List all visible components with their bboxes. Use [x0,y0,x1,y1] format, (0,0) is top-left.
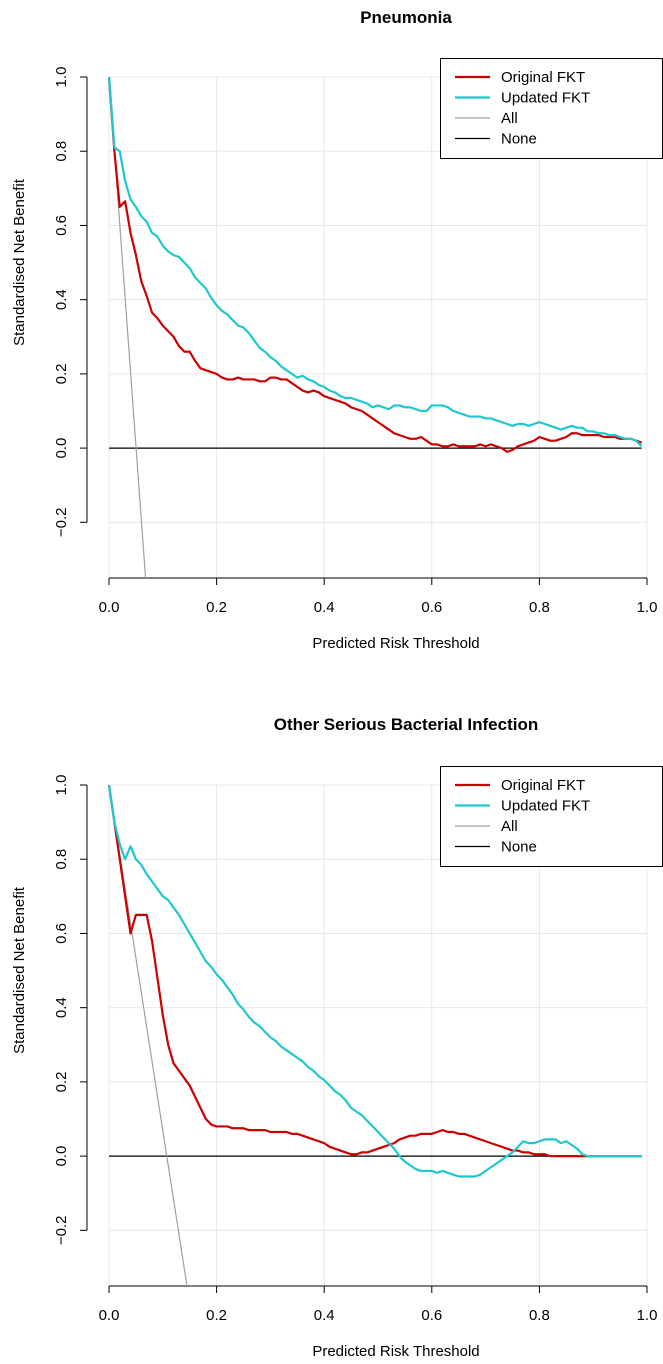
y-axis-label: Standardised Net Benefit [11,886,28,1054]
series-line-updated-fkt [107,76,643,448]
legend-box [440,766,663,867]
x-tick-label: 0.4 [314,1307,335,1324]
legend-label: Original FKT [501,69,585,86]
y-tick-label: 1.0 [53,67,70,88]
series-line-updated-fkt [107,784,642,1178]
legend-label: All [501,110,518,127]
series-line-original-fkt [107,76,642,453]
y-tick-label: −0.2 [53,508,70,538]
legend: Original FKT Updated FKT All None [440,766,663,867]
y-tick-label: 0.4 [53,997,70,1018]
y-axis: −0.2 0.0 0.2 0.4 0.6 0.8 1.0 [53,67,88,538]
x-tick-label: 0.2 [206,1307,227,1324]
x-tick-label: 0.8 [529,1307,550,1324]
series-group [107,76,643,578]
y-tick-label: 0.8 [53,849,70,870]
y-tick-label: 0.6 [53,923,70,944]
x-axis: 0.0 0.2 0.4 0.6 0.8 1.0 [99,1285,658,1324]
x-axis: 0.0 0.2 0.4 0.6 0.8 1.0 [99,577,658,616]
x-axis-label: Predicted Risk Threshold [312,1343,479,1360]
x-tick-label: 0.2 [206,599,227,616]
y-tick-label: 0.4 [53,289,70,310]
y-axis: −0.2 0.0 0.2 0.4 0.6 0.8 1.0 [53,775,88,1246]
x-tick-label: 0.6 [421,1307,442,1324]
chart-panel: Other Serious Bacterial Infection −0.2 0.0… [11,715,663,1360]
legend-box [440,58,663,159]
legend-label: All [501,818,518,835]
legend-label: Updated FKT [501,798,590,815]
chart-panel: Pneumonia −0.2 0.0 0.2 0.4 0.6 0.8 1.0 Standardi… [11,8,663,652]
chart-title: Other Serious Bacterial Infection [274,715,539,734]
x-tick-label: 0.8 [529,599,550,616]
x-axis-label: Predicted Risk Threshold [312,635,479,652]
legend-label: Original FKT [501,777,585,794]
x-tick-label: 0.0 [99,1307,120,1324]
y-tick-label: 0.0 [53,1146,70,1167]
legend-label: None [501,131,537,148]
series-group [107,784,642,1286]
y-tick-label: 0.0 [53,438,70,459]
x-tick-label: 0.0 [99,599,120,616]
legend-label: None [501,839,537,856]
y-tick-label: 0.2 [53,363,70,384]
x-tick-label: 0.6 [421,599,442,616]
x-tick-label: 0.4 [314,599,335,616]
y-tick-label: 0.8 [53,141,70,162]
x-tick-label: 1.0 [637,1307,658,1324]
x-tick-label: 1.0 [637,599,658,616]
gridlines [108,76,648,578]
y-tick-label: 1.0 [53,775,70,796]
series-line-original-fkt [107,784,642,1158]
chart-title: Pneumonia [360,8,452,27]
legend-label: Updated FKT [501,90,590,107]
legend: Original FKT Updated FKT All None [440,58,663,159]
y-axis-label: Standardised Net Benefit [11,178,28,346]
y-tick-label: 0.2 [53,1071,70,1092]
y-tick-label: 0.6 [53,215,70,236]
y-tick-label: −0.2 [53,1216,70,1246]
gridlines [108,784,648,1286]
